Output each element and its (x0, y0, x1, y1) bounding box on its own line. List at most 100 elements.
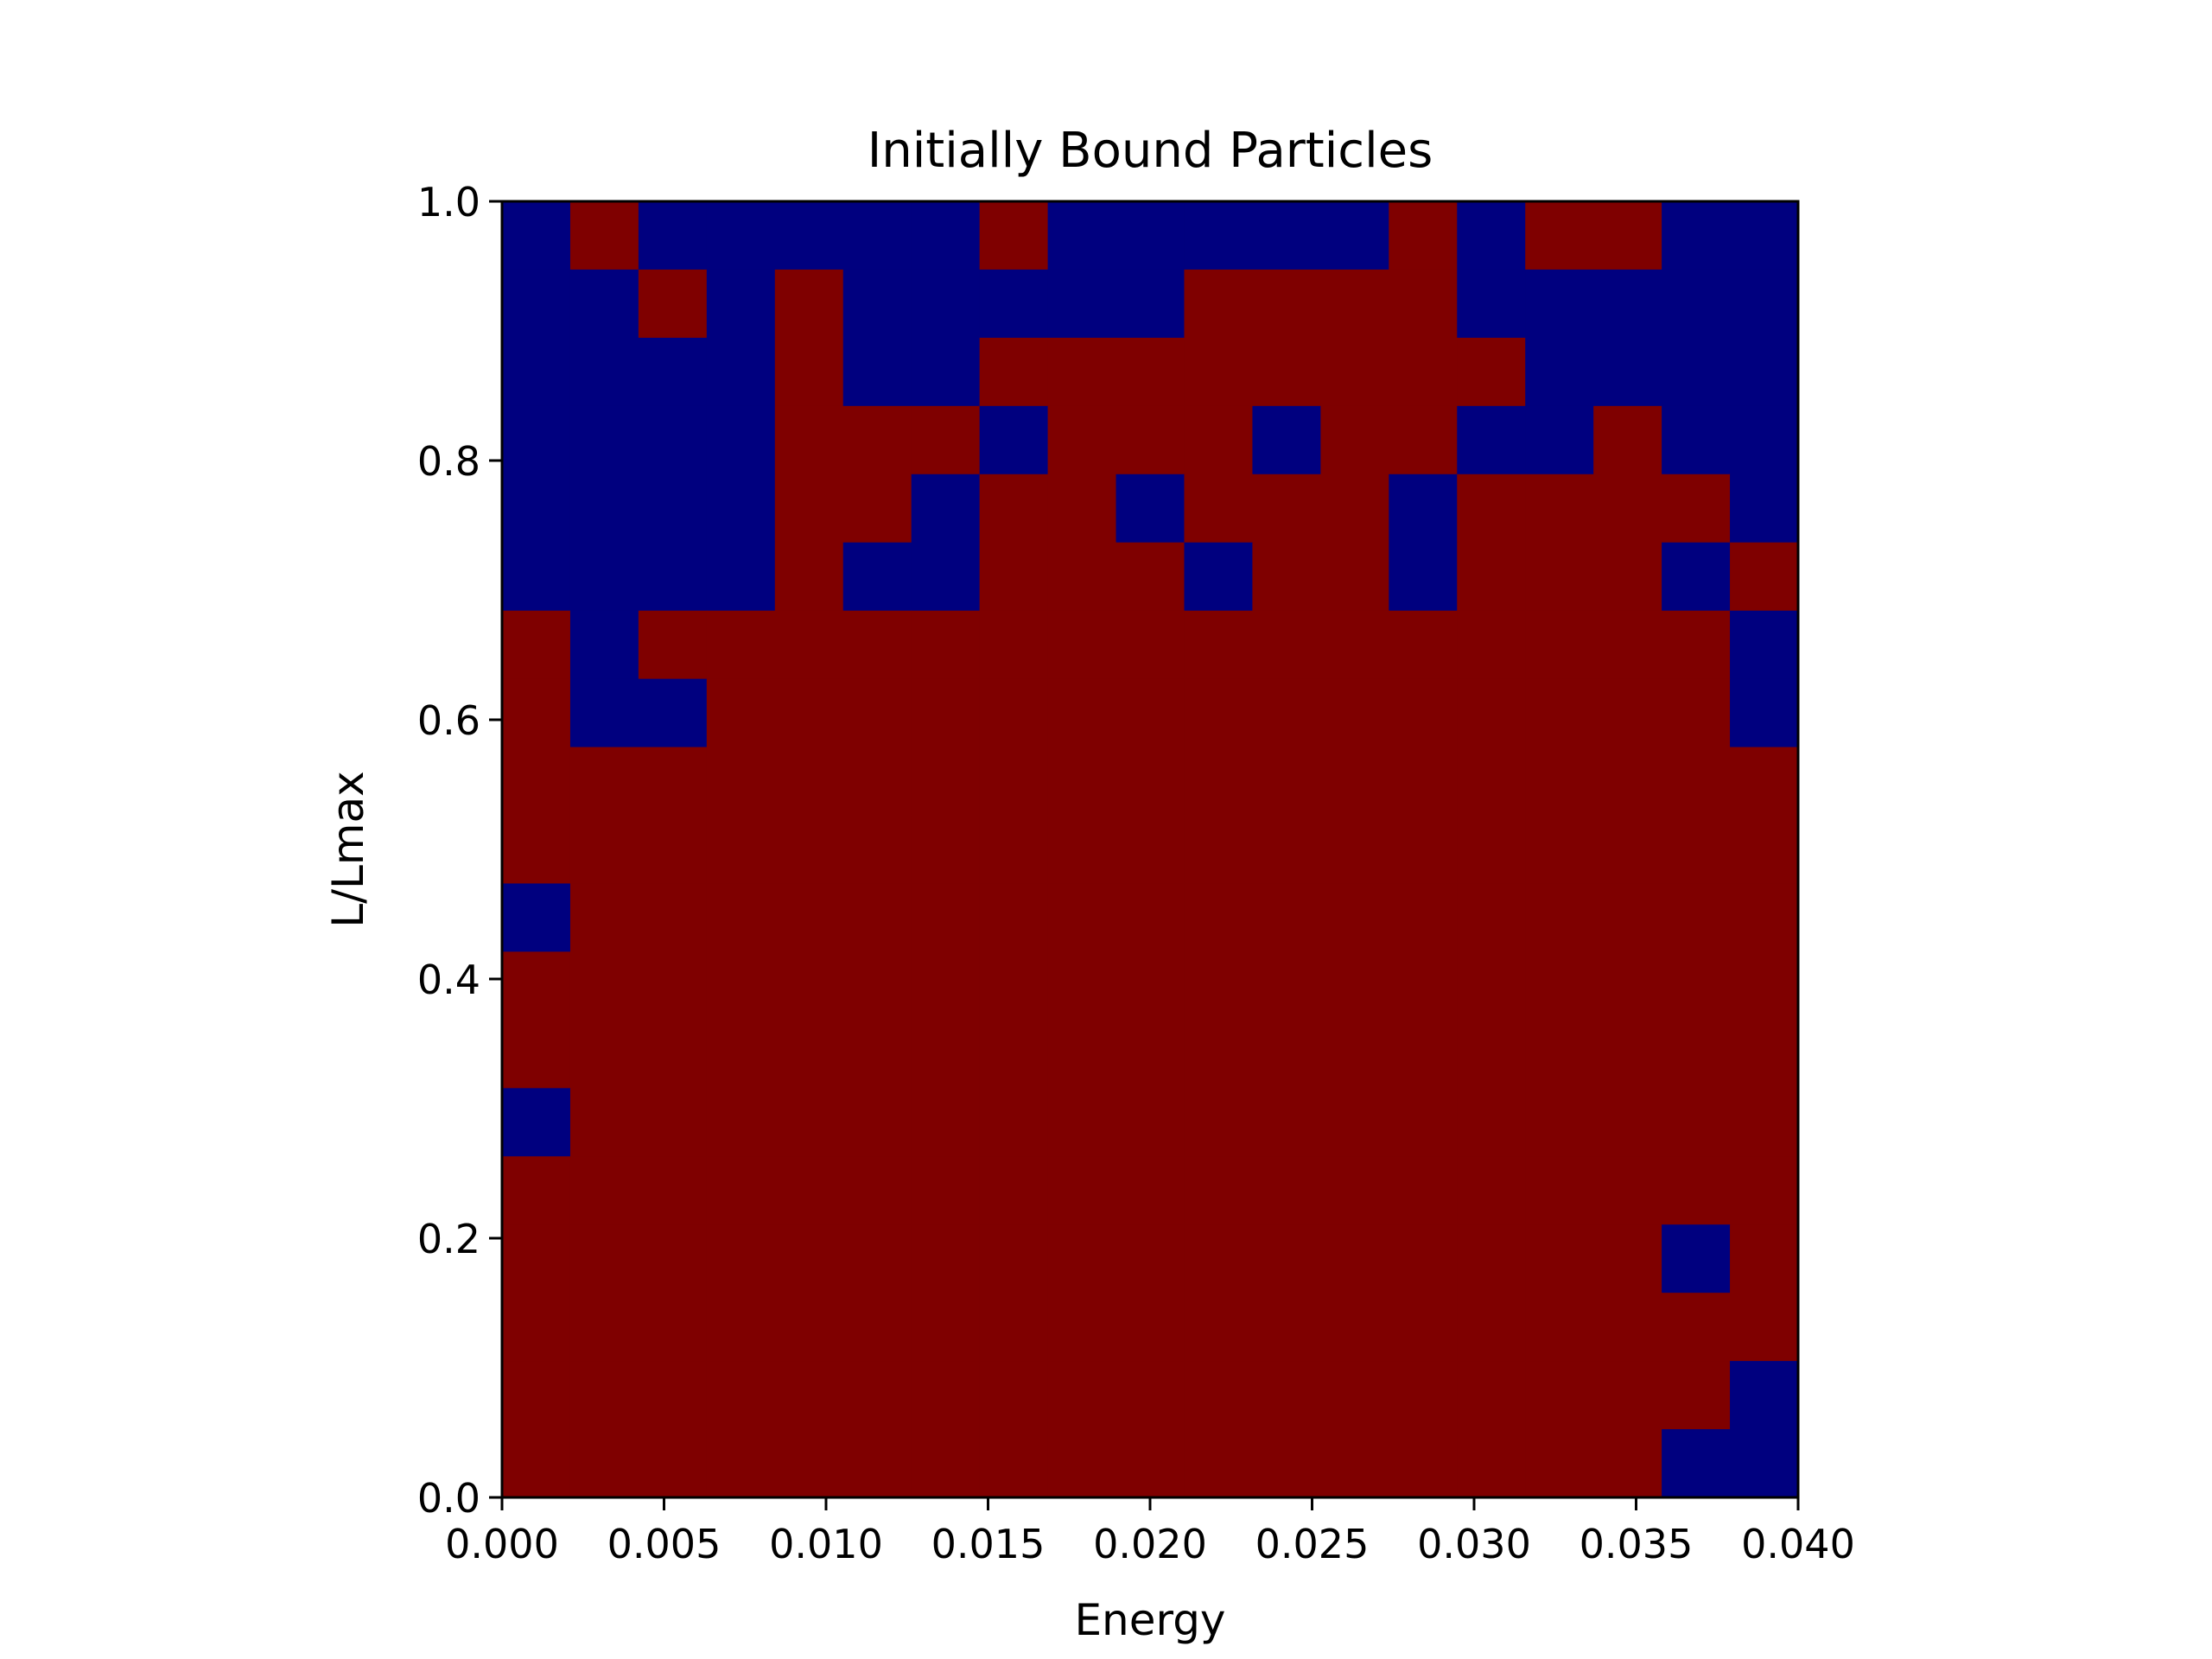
heatmap-cell (569, 1293, 639, 1362)
heatmap-cell (842, 747, 912, 817)
heatmap-cell (1389, 542, 1458, 612)
heatmap-cell (979, 269, 1049, 339)
heatmap-cell (1320, 951, 1389, 1020)
heatmap-cell (1662, 1020, 1731, 1089)
heatmap-cell (1730, 405, 1799, 475)
heatmap-cell (1457, 1156, 1526, 1225)
y-axis-ticks: 0.0 0.2 0.4 0.6 0.8 1.0 (417, 179, 502, 1522)
heatmap-cell (774, 678, 844, 748)
heatmap-cell (1047, 678, 1117, 748)
heatmap-cell (638, 474, 708, 543)
heatmap-cell (1457, 951, 1526, 1020)
heatmap-cell (569, 1361, 639, 1430)
heatmap-cell (1116, 337, 1185, 407)
heatmap-cell (1525, 1020, 1594, 1089)
heatmap-cell (1730, 1224, 1799, 1294)
heatmap-cell (1389, 405, 1458, 475)
heatmap-cell (1389, 337, 1458, 407)
heatmap-cell (1525, 1088, 1594, 1157)
heatmap-cell (706, 1224, 776, 1294)
heatmap-cell (1593, 1293, 1662, 1362)
heatmap-cell (1320, 678, 1389, 748)
heatmap-cell (1184, 1224, 1254, 1294)
heatmap-cell (706, 269, 776, 339)
y-tick-label: 0.8 (417, 438, 480, 485)
heatmap-cell (1389, 747, 1458, 817)
heatmap-cell (706, 1020, 776, 1089)
heatmap-cell (1047, 1020, 1117, 1089)
heatmap-cell (638, 1224, 708, 1294)
heatmap-cell (1525, 1429, 1594, 1498)
heatmap-cell (569, 1020, 639, 1089)
heatmap-cell (979, 1224, 1049, 1294)
heatmap-cell (1320, 269, 1389, 339)
heatmap-cell (502, 883, 571, 953)
heatmap-cell (842, 1156, 912, 1225)
heatmap-cell (706, 405, 776, 475)
heatmap-cell (979, 1293, 1049, 1362)
heatmap-cell (1047, 1361, 1117, 1430)
heatmap-cell (1457, 678, 1526, 748)
heatmap-cell (1320, 542, 1389, 612)
heatmap-cell (1525, 1156, 1594, 1225)
heatmap-cell (1252, 337, 1321, 407)
heatmap-cell (638, 1429, 708, 1498)
heatmap-cell (774, 1224, 844, 1294)
heatmap-cell (1047, 951, 1117, 1020)
heatmap-cell (1389, 1088, 1458, 1157)
heatmap-cell (1457, 542, 1526, 612)
y-tick-label: 0.6 (417, 697, 480, 744)
heatmap-cell (1184, 678, 1254, 748)
heatmap-cell (1662, 1224, 1731, 1294)
heatmap-cell (911, 1088, 981, 1157)
heatmap-cell (1116, 678, 1185, 748)
heatmap-cell (911, 201, 981, 270)
heatmap-cell (1730, 1429, 1799, 1498)
heatmap-cell (911, 747, 981, 817)
heatmap-cell (1389, 1429, 1458, 1498)
heatmap-cell (1662, 542, 1731, 612)
heatmap-cell (1252, 610, 1321, 680)
heatmap-cell (502, 951, 571, 1020)
heatmap-cell (1116, 1361, 1185, 1430)
heatmap-cell (502, 1088, 571, 1157)
heatmap-cell (569, 1224, 639, 1294)
heatmap-cell (1662, 269, 1731, 339)
heatmap-cell (638, 1361, 708, 1430)
heatmap-cell (502, 1361, 571, 1430)
heatmap-cell (502, 337, 571, 407)
y-tick-label: 1.0 (417, 179, 480, 226)
x-tick-label: 0.005 (607, 1521, 721, 1567)
heatmap-cell (911, 1429, 981, 1498)
heatmap-cell (1593, 678, 1662, 748)
heatmap-cell (842, 1224, 912, 1294)
heatmap-cell (1593, 610, 1662, 680)
heatmap-cell (1730, 201, 1799, 270)
heatmap-cell (1662, 678, 1731, 748)
heatmap-cell (979, 1156, 1049, 1225)
heatmap-cell (979, 883, 1049, 953)
heatmap-cell (1320, 883, 1389, 953)
heatmap-cell (706, 1361, 776, 1430)
heatmap-cell (911, 1361, 981, 1430)
heatmap-cell (1593, 1156, 1662, 1225)
heatmap-cell (1252, 883, 1321, 953)
heatmap-cell (1525, 269, 1594, 339)
heatmap-cell (1252, 747, 1321, 817)
heatmap-cell (1525, 747, 1594, 817)
heatmap-cell (1662, 610, 1731, 680)
heatmap-cell (1389, 951, 1458, 1020)
heatmap-cell (979, 747, 1049, 817)
heatmap-cell (1525, 201, 1594, 270)
heatmap-cell (842, 883, 912, 953)
heatmap-cell (911, 337, 981, 407)
heatmap-cell (911, 542, 981, 612)
heatmap-cells (502, 201, 1799, 1498)
heatmap-cell (1457, 474, 1526, 543)
heatmap-cell (979, 815, 1049, 885)
heatmap-cell (1047, 1156, 1117, 1225)
heatmap-cell (638, 542, 708, 612)
x-axis-label: Energy (1074, 1595, 1225, 1645)
heatmap-cell (774, 405, 844, 475)
heatmap-cell (1320, 1224, 1389, 1294)
